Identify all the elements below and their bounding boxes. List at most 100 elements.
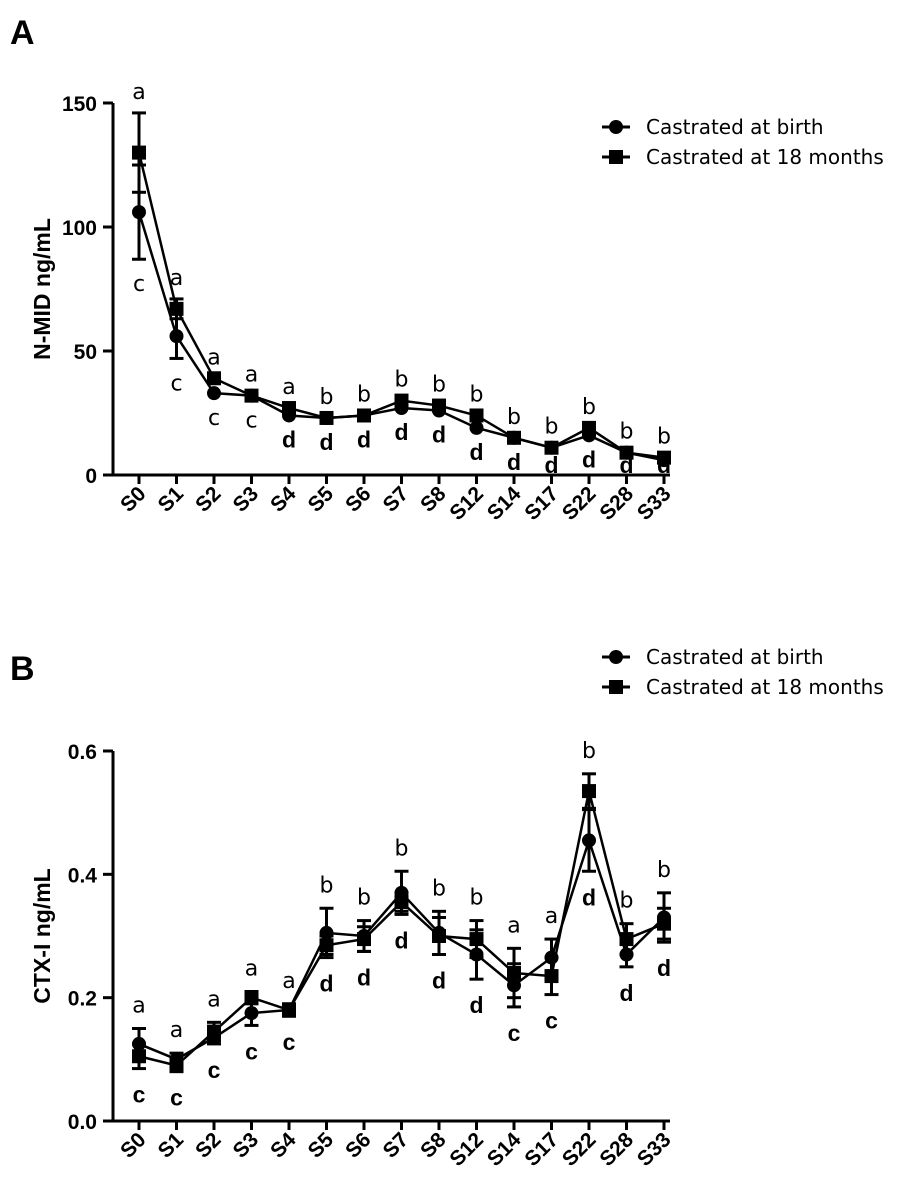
chart-b-sig-letter-top: a	[507, 913, 520, 938]
chart-b-sig-letter-top: a	[545, 904, 558, 929]
chart-a-x-tick-label: S8	[416, 482, 451, 517]
chart-a-y-axis-title: N-MID ng/mL	[29, 218, 55, 360]
chart-b-sig-letter-top: a	[207, 987, 220, 1012]
chart-b-x-tick-label: S1	[154, 1128, 189, 1163]
chart-a-sig-letter-bottom: c	[245, 409, 257, 434]
chart-b-sig-letter-bottom: d	[619, 980, 633, 1006]
chart-b-x-tick-label: S7	[379, 1128, 413, 1162]
chart-a-sig-letter-bottom: c	[208, 406, 220, 431]
chart-b-point-square	[394, 895, 409, 910]
chart-a-point-square	[244, 388, 259, 403]
chart-b-sig-letter-bottom: c	[133, 1082, 146, 1108]
chart-b-y-tick-label: 0.2	[68, 988, 97, 1011]
chart-b-sig-letter-bottom: c	[245, 1038, 258, 1064]
chart-b-sig-letter-top: a	[282, 969, 295, 994]
chart-a-point-square	[319, 410, 334, 425]
chart-b-y-tick-label: 0.6	[68, 741, 97, 764]
chart-a-x-tick-label: S0	[116, 482, 150, 516]
chart-b-x-tick-label: S2	[191, 1128, 225, 1162]
chart-b-point-square	[544, 969, 559, 984]
chart-a-y-tick-label: 0	[85, 465, 97, 488]
chart-b-sig-letter-top: b	[432, 876, 446, 901]
chart-b-sig-letter-bottom: d	[657, 955, 671, 981]
chart-a-point-square	[469, 408, 484, 423]
chart-a-x-tick-label: S12	[445, 482, 488, 525]
chart-a-sig-letter-top: a	[282, 375, 295, 400]
chart-a-x-tick-label: S6	[341, 482, 375, 516]
chart-a-point-circle	[207, 386, 221, 401]
chart-b-sig-letter-bottom: c	[283, 1029, 296, 1055]
chart-a-y-tick-label: 150	[62, 93, 97, 116]
chart-b-x-tick-label: S28	[595, 1128, 638, 1171]
chart-a-sig-letter-top: b	[620, 420, 634, 445]
chart-a-x-tick-label: S4	[266, 482, 301, 517]
chart-a-x-tick-label: S7	[379, 482, 413, 516]
chart-a-point-square	[657, 450, 671, 465]
chart-b-x-tick-label: S17	[520, 1128, 563, 1171]
chart-b-x-tick-label: S5	[304, 1128, 339, 1163]
chart-b-point-square	[169, 1058, 184, 1073]
chart-a-point-square	[207, 371, 221, 386]
chart-a-y-tick-label: 50	[74, 341, 97, 364]
chart-b-x-tick-label: S6	[341, 1128, 375, 1162]
chart-b-sig-letter-top: b	[620, 889, 634, 914]
chart-a-legend-label: Castrated at 18 months	[646, 145, 884, 169]
chart-b-sig-letter-bottom: d	[469, 992, 483, 1018]
chart-a-x-tick-label: S14	[483, 482, 526, 525]
chart-a-sig-letter-bottom: d	[432, 422, 446, 448]
chart-b-x-tick-label: S12	[445, 1128, 488, 1171]
chart-a-sig-letter-top: b	[395, 368, 409, 393]
chart-b-sig-letter-top: a	[245, 957, 258, 982]
chart-b-sig-letter-bottom: c	[508, 1020, 521, 1046]
chart-a-x-tick-label: S2	[191, 482, 225, 516]
chart-a-x-tick-label: S17	[520, 482, 563, 525]
chart-a-sig-letter-bottom: d	[507, 449, 521, 475]
chart-b-sig-letter-bottom: d	[432, 968, 446, 994]
chart-a-point-square	[169, 301, 184, 316]
chart-b-point-square	[319, 938, 334, 953]
chart-b-point-square	[132, 1049, 146, 1064]
chart-b-point-circle	[244, 1006, 259, 1021]
chart-b-legend-marker-square	[609, 680, 623, 694]
chart-b-sig-letter-top: b	[357, 886, 371, 911]
chart-b-sig-letter-top: b	[657, 858, 671, 883]
chart-a-sig-letter-bottom: c	[133, 272, 145, 297]
chart-a-sig-letter-bottom: d	[282, 426, 296, 452]
chart-a-sig-letter-top: a	[132, 80, 145, 105]
chart-a-sig-letter-bottom: d	[357, 426, 371, 452]
chart-a-sig-letter-bottom: d	[582, 446, 596, 472]
panel-letter-a: A	[10, 14, 35, 52]
chart-b-sig-letter-top: b	[320, 873, 334, 898]
chart-b-sig-letter-top: b	[395, 836, 409, 861]
chart-a-point-square	[357, 408, 371, 423]
chart-a-sig-letter-top: a	[245, 363, 258, 388]
chart-a-point-square	[432, 398, 446, 413]
chart-a-sig-letter-bottom: d	[319, 429, 333, 455]
chart-b-x-tick-label: S14	[483, 1128, 526, 1171]
chart-b-sig-letter-bottom: c	[170, 1085, 183, 1111]
chart-b-point-square	[244, 990, 259, 1005]
chart-b-point-square	[657, 916, 671, 931]
chart-b-sig-letter-bottom: c	[545, 1008, 558, 1034]
chart-a-point-square	[507, 430, 521, 445]
chart-b-point-square	[507, 966, 521, 980]
chart-a-sig-letter-bottom: d	[619, 452, 633, 478]
chart-b-sig-letter-bottom: c	[208, 1057, 221, 1083]
chart-a-point-square	[619, 445, 634, 460]
chart-b-y-tick-label: 0.4	[68, 864, 98, 887]
chart-b-legend-marker-circle	[609, 650, 623, 664]
chart-a-sig-letter-top: b	[357, 382, 371, 407]
chart-b-sig-letter-bottom: d	[319, 971, 333, 997]
chart-a-point-circle	[132, 205, 146, 220]
chart-a-x-tick-label: S22	[558, 482, 601, 525]
chart-a-sig-letter-top: b	[507, 405, 521, 430]
chart-a-point-circle	[469, 420, 484, 435]
chart-b-x-tick-label: S8	[416, 1128, 451, 1163]
chart-a-point-square	[544, 440, 559, 455]
chart-a-sig-letter-top: a	[207, 345, 220, 370]
chart-a-point-square	[394, 393, 409, 408]
chart-a-sig-letter-top: a	[170, 266, 183, 291]
